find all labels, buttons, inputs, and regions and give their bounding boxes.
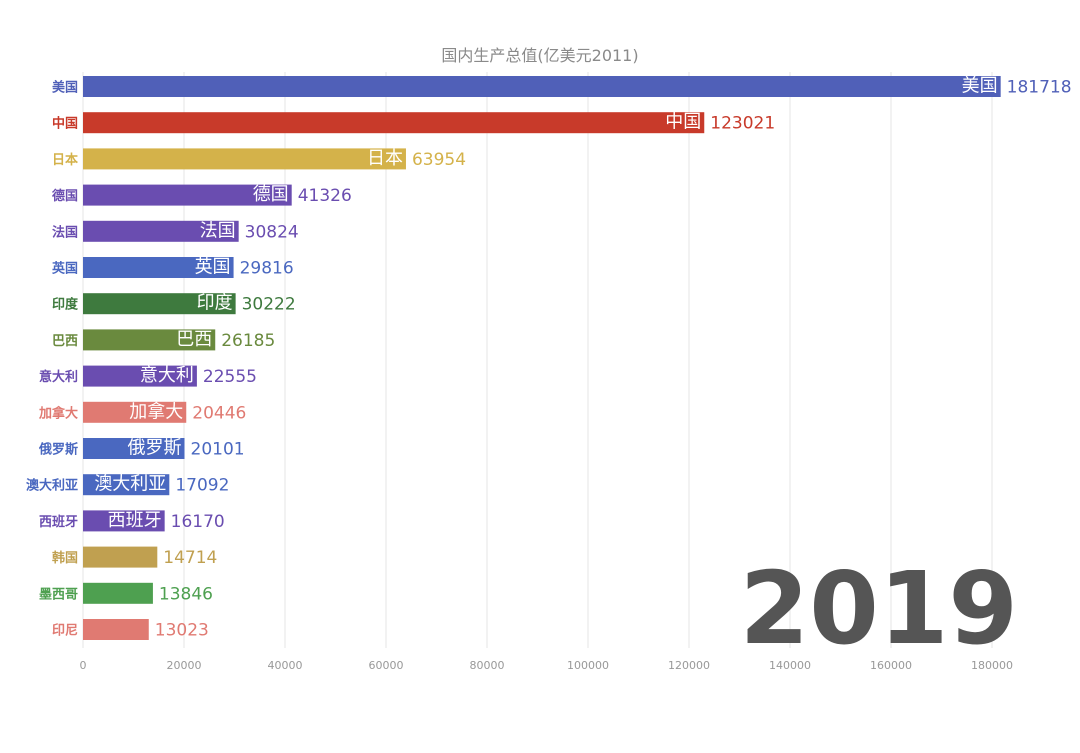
value-label: 13846 xyxy=(159,584,213,604)
category-label: 加拿大 xyxy=(38,405,78,421)
chart-title: 国内生产总值(亿美元2011) xyxy=(441,46,638,65)
bar xyxy=(83,293,236,315)
category-label: 日本 xyxy=(52,152,78,168)
value-label: 16170 xyxy=(171,512,225,532)
year-label: 2019 xyxy=(740,550,1018,667)
value-label: 29816 xyxy=(240,259,294,279)
x-tick-label: 20000 xyxy=(167,659,202,672)
x-tick-label: 0 xyxy=(80,659,87,672)
x-tick-label: 120000 xyxy=(668,659,710,672)
bar xyxy=(83,474,170,496)
bar-inner-label: 澳大利亚 xyxy=(94,474,166,495)
value-label: 20101 xyxy=(191,440,245,460)
value-label: 14714 xyxy=(163,548,217,568)
x-tick-label: 140000 xyxy=(769,659,811,672)
category-label: 美国 xyxy=(52,80,78,96)
category-label: 墨西哥 xyxy=(39,586,78,602)
category-label: 印尼 xyxy=(52,624,78,639)
category-label: 韩国 xyxy=(52,550,78,566)
bar-inner-label: 中国 xyxy=(665,112,701,133)
category-label: 西班牙 xyxy=(39,514,78,530)
category-label: 澳大利亚 xyxy=(26,478,78,494)
x-tick-label: 80000 xyxy=(470,659,505,672)
bar-inner-label: 印度 xyxy=(197,293,233,314)
value-label: 20446 xyxy=(192,403,246,423)
category-label: 巴西 xyxy=(52,334,78,349)
value-label: 123021 xyxy=(710,114,775,134)
bar xyxy=(83,257,234,278)
bar xyxy=(83,510,165,532)
x-tick-label: 160000 xyxy=(870,659,912,672)
bar-inner-label: 美国 xyxy=(962,76,998,97)
category-label: 德国 xyxy=(52,188,78,204)
value-label: 41326 xyxy=(298,186,352,206)
bar-inner-label: 意大利 xyxy=(140,365,194,386)
x-axis-ticks: 0 20000 40000 60000 80000 100000 120000 140000 1… xyxy=(80,659,1014,672)
category-label: 俄罗斯 xyxy=(38,442,78,458)
category-label: 意大利 xyxy=(39,369,78,385)
value-label: 22555 xyxy=(203,367,257,387)
bar xyxy=(83,76,1001,97)
bar-inner-label: 西班牙 xyxy=(108,510,162,531)
bar xyxy=(83,546,158,568)
bar xyxy=(83,619,149,640)
bar-inner-label: 德国 xyxy=(253,184,289,205)
bar xyxy=(83,148,406,170)
value-label: 63954 xyxy=(412,150,466,170)
x-tick-label: 100000 xyxy=(567,659,609,672)
bar xyxy=(83,582,153,604)
bar-inner-label: 加拿大 xyxy=(129,400,183,422)
bar xyxy=(83,184,292,206)
x-tick-label: 180000 xyxy=(971,659,1013,672)
value-label: 13023 xyxy=(155,621,209,641)
bar xyxy=(83,112,705,134)
bar xyxy=(83,365,197,387)
category-label: 中国 xyxy=(52,116,78,132)
category-label: 英国 xyxy=(51,261,78,277)
bar-inner-label: 巴西 xyxy=(176,329,212,350)
category-label: 法国 xyxy=(52,224,78,240)
bar-inner-label: 日本 xyxy=(367,148,403,169)
bars: 美国 美国 181718 中国 中国 123021 日本 日本 63954 德国 德国 41326 法国… xyxy=(26,76,1072,641)
value-label: 30824 xyxy=(245,222,299,242)
value-label: 17092 xyxy=(175,476,229,496)
bar-inner-label: 英国 xyxy=(195,257,231,278)
x-tick-label: 60000 xyxy=(369,659,404,672)
bar xyxy=(83,438,185,459)
value-label: 181718 xyxy=(1007,78,1072,98)
bar-inner-label: 俄罗斯 xyxy=(128,438,182,459)
bar xyxy=(83,401,187,423)
bar xyxy=(83,329,216,351)
category-label: 印度 xyxy=(52,297,79,313)
bar-inner-label: 法国 xyxy=(200,220,236,241)
value-label: 30222 xyxy=(242,295,296,315)
value-label: 26185 xyxy=(221,331,275,351)
x-tick-label: 40000 xyxy=(268,659,303,672)
bar xyxy=(83,220,239,242)
